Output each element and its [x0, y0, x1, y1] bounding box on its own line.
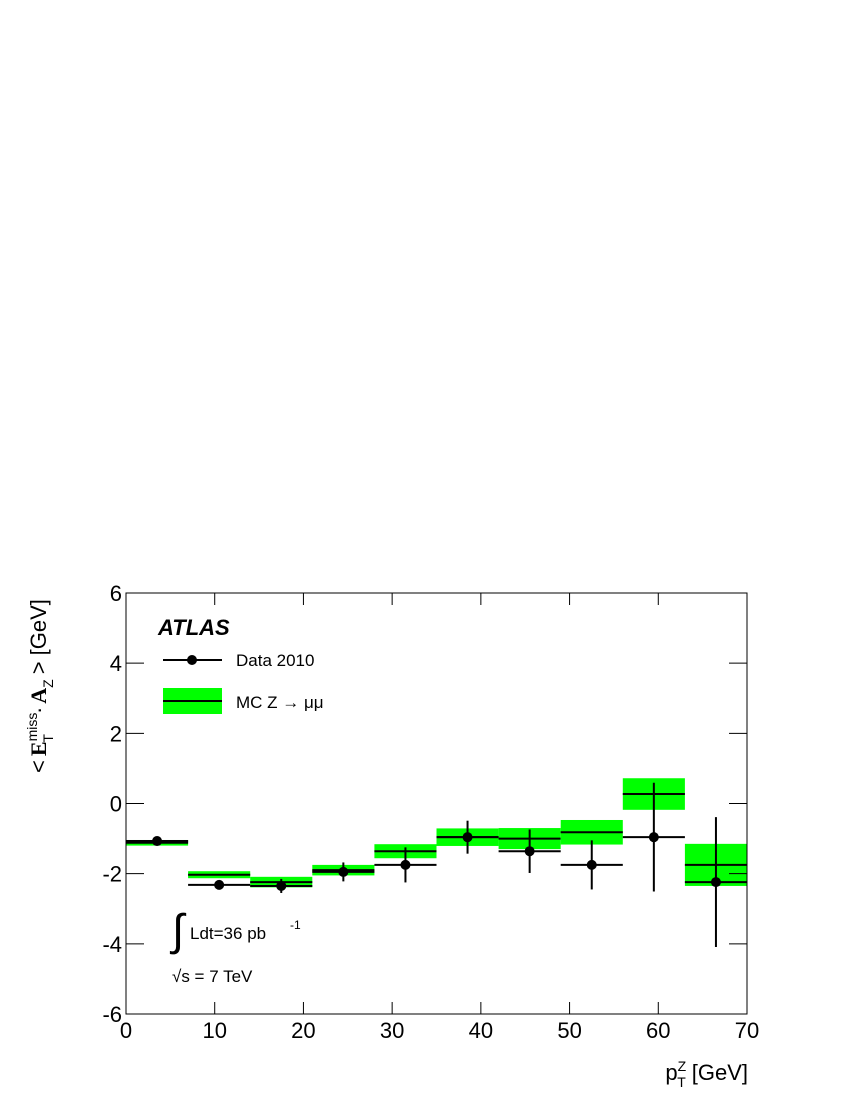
x-tick-label: 30 [380, 1018, 404, 1043]
x-label-unit: [GeV] [692, 1060, 748, 1085]
x-label-sup: Z [678, 1058, 687, 1074]
y-label-sub: T [40, 734, 56, 743]
y-tick-label: -2 [102, 862, 122, 887]
x-tick-label: 10 [202, 1018, 226, 1043]
x-tick-label: 50 [557, 1018, 581, 1043]
y-label-sup: miss [24, 713, 40, 742]
y-label-a: A [26, 688, 51, 704]
y-tick-label: 6 [110, 581, 122, 606]
data-point [400, 859, 411, 870]
x-tick-label: 60 [646, 1018, 670, 1043]
y-label-open: < [26, 760, 51, 773]
legend-data-marker [187, 655, 197, 665]
y-label-dot: · [26, 707, 51, 714]
data-point [338, 866, 349, 877]
data-point [276, 880, 287, 891]
y-label-sub-a: Z [40, 679, 56, 688]
data-point [710, 877, 721, 888]
y-tick-label: 4 [110, 651, 122, 676]
y-axis-label: < EmissT · AZ > [GeV] [24, 599, 56, 773]
y-label-close: > [GeV] [26, 599, 51, 674]
data-point [152, 836, 163, 847]
x-tick-label: 70 [735, 1018, 759, 1043]
data-point [462, 832, 473, 843]
x-tick-label: 40 [469, 1018, 493, 1043]
y-tick-label: -6 [102, 1002, 122, 1027]
energy-label: √s = 7 TeV [172, 967, 253, 986]
legend-data-label: Data 2010 [236, 651, 314, 670]
y-label-e: E [26, 741, 51, 756]
x-label-sub: T [677, 1074, 686, 1090]
experiment-label: ATLAS [157, 615, 230, 640]
marks [126, 782, 747, 947]
y-tick-label: 0 [110, 792, 122, 817]
x-label-p: p [665, 1060, 677, 1085]
x-axis-label: pZ T [GeV] [665, 1058, 748, 1090]
data-point [648, 832, 659, 843]
data-point [214, 879, 225, 890]
y-tick-label: 2 [110, 721, 122, 746]
x-tick-label: 0 [120, 1018, 132, 1043]
x-tick-label: 20 [291, 1018, 315, 1043]
data-point [524, 846, 535, 857]
lumi-exponent: -1 [290, 918, 301, 932]
y-tick-label: -4 [102, 932, 122, 957]
lumi-label: Ldt=36 pb [190, 924, 266, 943]
integral-sign: ∫ [169, 906, 187, 955]
legend-mc-label: MC Z → μμ [236, 693, 324, 712]
data-point [586, 859, 597, 870]
